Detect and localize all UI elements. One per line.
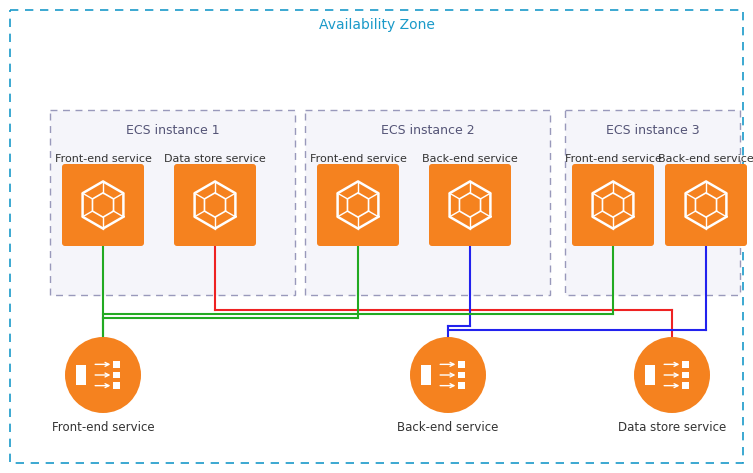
FancyBboxPatch shape: [421, 365, 431, 385]
Text: container: container: [587, 165, 639, 175]
Text: Data store service: Data store service: [618, 421, 726, 434]
Text: Front-end service: Front-end service: [565, 154, 661, 164]
FancyBboxPatch shape: [113, 372, 120, 378]
FancyBboxPatch shape: [317, 164, 399, 246]
FancyBboxPatch shape: [305, 110, 550, 295]
FancyBboxPatch shape: [665, 164, 747, 246]
Text: ECS instance 1: ECS instance 1: [126, 124, 219, 137]
Text: Front-end service: Front-end service: [309, 154, 407, 164]
FancyBboxPatch shape: [572, 164, 654, 246]
Text: Front-end service: Front-end service: [52, 421, 154, 434]
FancyBboxPatch shape: [429, 164, 511, 246]
FancyBboxPatch shape: [682, 382, 689, 389]
Text: Data store service: Data store service: [164, 154, 266, 164]
Text: container: container: [77, 165, 130, 175]
FancyBboxPatch shape: [565, 110, 740, 295]
Circle shape: [410, 337, 486, 413]
FancyBboxPatch shape: [682, 372, 689, 378]
Text: Back-end service: Back-end service: [398, 421, 498, 434]
FancyBboxPatch shape: [62, 164, 144, 246]
Circle shape: [65, 337, 141, 413]
Text: container: container: [188, 165, 242, 175]
FancyBboxPatch shape: [459, 361, 465, 368]
Text: container: container: [444, 165, 496, 175]
Text: ECS instance 3: ECS instance 3: [605, 124, 700, 137]
Text: Availability Zone: Availability Zone: [319, 18, 434, 32]
Text: Front-end service: Front-end service: [54, 154, 151, 164]
Text: container: container: [331, 165, 385, 175]
Text: Back-end service: Back-end service: [422, 154, 518, 164]
FancyBboxPatch shape: [75, 365, 87, 385]
Text: ECS instance 2: ECS instance 2: [381, 124, 474, 137]
FancyBboxPatch shape: [459, 372, 465, 378]
Circle shape: [634, 337, 710, 413]
FancyBboxPatch shape: [113, 361, 120, 368]
FancyBboxPatch shape: [645, 365, 655, 385]
FancyBboxPatch shape: [113, 382, 120, 389]
FancyBboxPatch shape: [50, 110, 295, 295]
FancyBboxPatch shape: [459, 382, 465, 389]
FancyBboxPatch shape: [174, 164, 256, 246]
Text: Back-end service: Back-end service: [658, 154, 753, 164]
FancyBboxPatch shape: [682, 361, 689, 368]
Text: container: container: [679, 165, 733, 175]
